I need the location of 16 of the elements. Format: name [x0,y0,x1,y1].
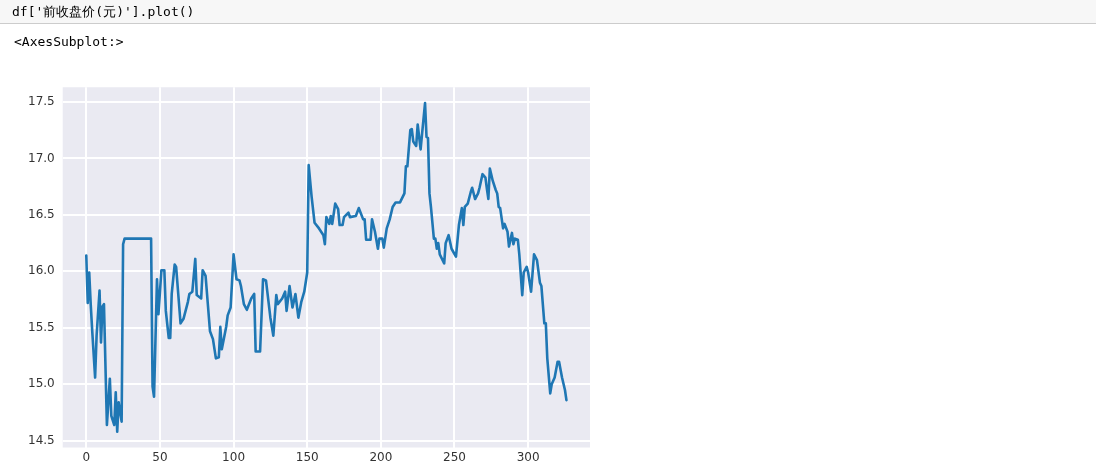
y-tick-label: 15.0 [28,376,55,391]
x-tick-label: 300 [516,449,540,464]
y-tick-label: 14.5 [28,432,55,447]
y-tick-label: 16.5 [28,206,55,221]
text: <AxesSubplot:> [14,34,124,49]
y-tick-label: 15.5 [28,319,55,334]
x-tick-label: 100 [222,449,246,464]
y-tick-label: 17.5 [28,94,55,109]
x-tick-label: 50 [152,449,168,464]
x-tick-label: 250 [443,449,466,464]
y-tick-label: 17.0 [28,150,55,165]
y-tick-label: 16.0 [28,263,55,278]
x-tick-label: 0 [82,449,91,464]
x-tick-label: 200 [369,449,393,464]
x-tick-label: 150 [295,449,319,464]
text: df['前收盘价(元)'].plot() [0,0,1096,24]
